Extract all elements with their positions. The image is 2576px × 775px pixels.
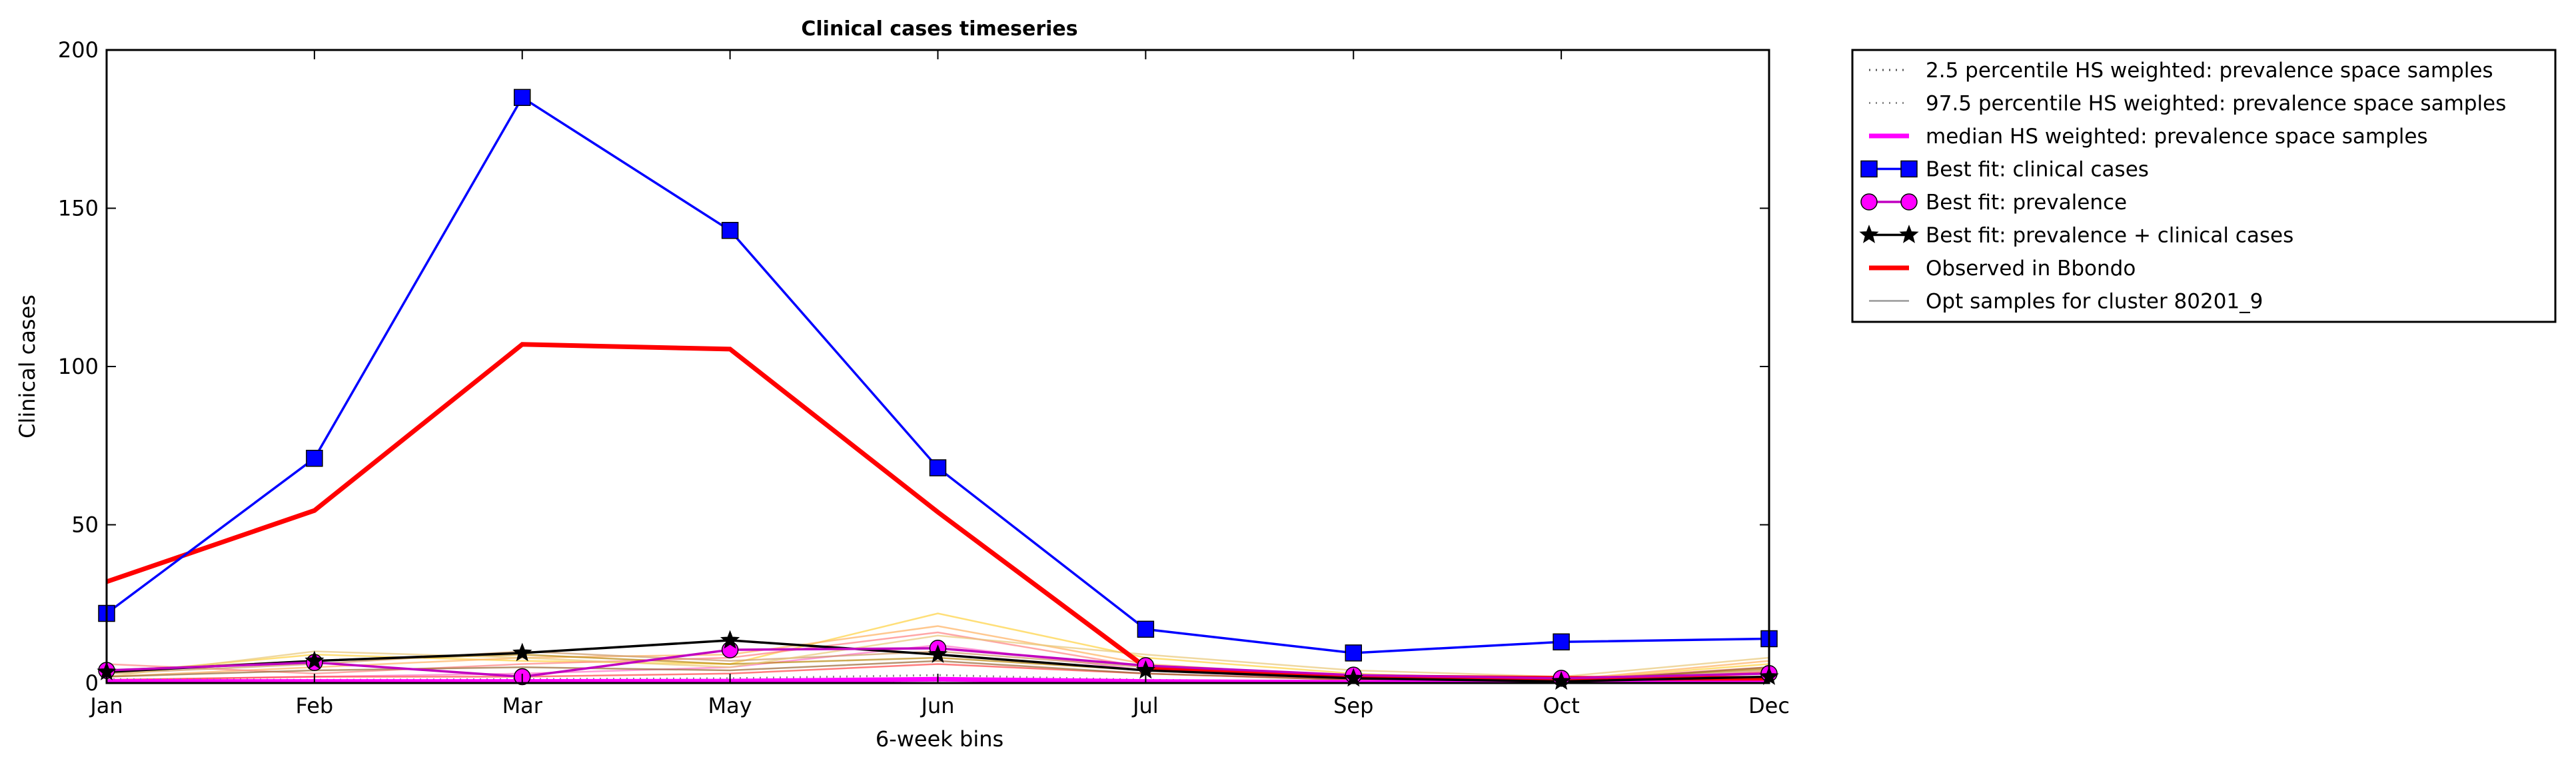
legend-label-7: Opt samples for cluster 80201_9 bbox=[1926, 290, 2263, 314]
legend-marker-a-4 bbox=[1860, 193, 1878, 211]
legend-label-6: Observed in Bbondo bbox=[1926, 257, 2136, 281]
x-axis-label: 6-week bins bbox=[876, 726, 1003, 752]
y-tick-label-1: 50 bbox=[71, 512, 99, 538]
y-tick-label-4: 200 bbox=[58, 37, 99, 63]
y-tick-label-0: 0 bbox=[85, 670, 99, 696]
legend-label-1: 97.5 percentile HS weighted: prevalence … bbox=[1926, 92, 2506, 116]
legend-label-3: Best fit: clinical cases bbox=[1926, 158, 2149, 182]
marker-3-4 bbox=[929, 459, 947, 476]
legend: 2.5 percentile HS weighted: prevalence s… bbox=[1851, 49, 2557, 323]
y-axis-label: Clinical cases bbox=[15, 295, 40, 438]
marker-5-2 bbox=[512, 642, 532, 662]
legend-marker-a-3 bbox=[1860, 160, 1878, 178]
series-line-6 bbox=[107, 342, 1769, 681]
marker-3-6 bbox=[1345, 644, 1362, 662]
marker-3-3 bbox=[721, 222, 739, 239]
plot-frame bbox=[105, 49, 1770, 684]
x-tick-label-8: Dec bbox=[1748, 693, 1790, 718]
marker-3-1 bbox=[306, 450, 323, 467]
legend-label-4: Best fit: prevalence bbox=[1926, 191, 2127, 215]
x-tick-label-5: Jul bbox=[1131, 693, 1159, 718]
x-tick-label-1: Feb bbox=[296, 693, 334, 718]
legend-marker-b-5 bbox=[1899, 225, 1919, 243]
marker-5-3 bbox=[720, 630, 740, 649]
legend-marker-b-4 bbox=[1900, 193, 1918, 211]
plot-area: Jan Feb Mar May Jun Jul Sep Oct Dec 0 50 100 150 200 bbox=[58, 37, 1790, 718]
x-tick-label-4: Jun bbox=[920, 693, 955, 718]
y-tick-label-3: 150 bbox=[58, 196, 99, 221]
legend-label-2: median HS weighted: prevalence space sam… bbox=[1926, 125, 2428, 149]
marker-5-1 bbox=[305, 650, 324, 670]
x-tick-label-3: May bbox=[708, 693, 752, 718]
legend-marker-b-3 bbox=[1900, 160, 1918, 178]
x-tick-label-0: Jan bbox=[89, 693, 123, 718]
legend-frame bbox=[1851, 49, 2557, 323]
marker-3-5 bbox=[1137, 620, 1155, 638]
series-layer bbox=[107, 95, 1769, 683]
x-tick-label-2: Mar bbox=[502, 693, 543, 718]
x-tick-label-6: Sep bbox=[1333, 693, 1373, 718]
marker-3-2 bbox=[514, 89, 531, 106]
markers-layer bbox=[97, 89, 1779, 690]
y-tick-label-2: 100 bbox=[58, 354, 99, 379]
x-tick-label-7: Oct bbox=[1543, 693, 1579, 718]
legend-marker-a-5 bbox=[1859, 225, 1879, 243]
opt-sample-line-6 bbox=[107, 634, 1769, 678]
series-line-3 bbox=[107, 95, 1769, 654]
marker-3-7 bbox=[1553, 633, 1570, 650]
chart-title: Clinical cases timeseries bbox=[801, 17, 1077, 41]
legend-label-0: 2.5 percentile HS weighted: prevalence s… bbox=[1926, 59, 2493, 83]
marker-5-4 bbox=[928, 644, 948, 663]
legend-label-5: Best fit: prevalence + clinical cases bbox=[1926, 224, 2293, 248]
